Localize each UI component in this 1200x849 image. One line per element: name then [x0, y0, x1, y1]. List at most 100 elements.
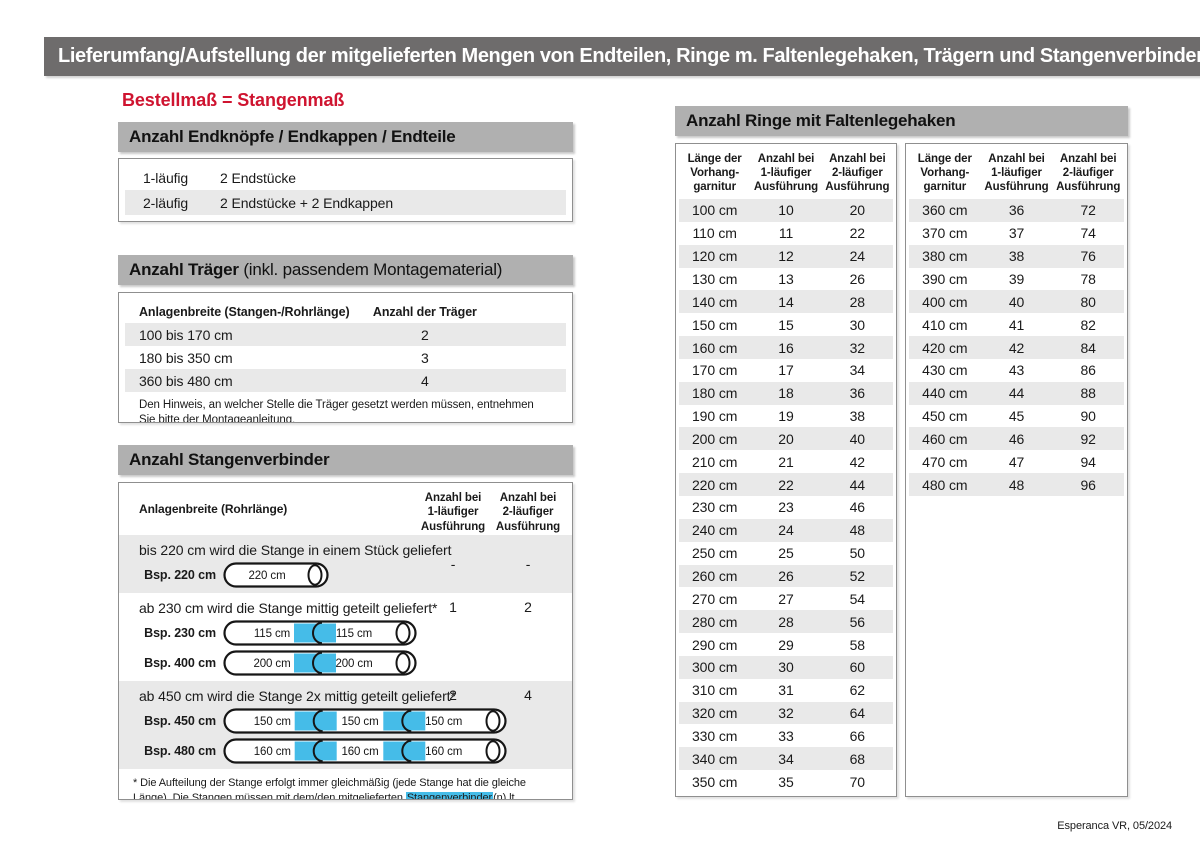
count-2-laeufig-cell: 4	[524, 687, 532, 703]
count-2-laeufig-cell: -	[525, 556, 531, 572]
rings-2-laeufig-cell: 62	[849, 682, 865, 699]
length-cell: 250 cm	[692, 545, 738, 562]
table-row: 270 cm 27 54	[679, 587, 893, 610]
length-cell: 350 cm	[692, 773, 738, 790]
section-title-ringe: Anzahl Ringe mit Faltenlegehaken	[675, 106, 1128, 136]
rod-example: Bsp. 450 cm 150 cm 150 cm 150 cm	[119, 706, 572, 736]
table-row: 110 cm 11 22	[679, 222, 893, 245]
rings-1-laeufig-cell: 16	[778, 339, 794, 356]
joint-arc	[312, 709, 323, 733]
lauf-type-label: 2-läufig	[143, 194, 189, 211]
connector-highlight	[294, 653, 336, 673]
rings-2-laeufig-cell: 26	[849, 271, 865, 287]
rings-2-laeufig-cell: 78	[1080, 271, 1096, 287]
rings-2-laeufig-cell: 74	[1080, 225, 1096, 242]
rings-1-laeufig-cell: 32	[778, 705, 794, 722]
rings-1-laeufig-cell: 39	[1008, 271, 1025, 287]
rings-1-laeufig-cell: 37	[1008, 225, 1025, 242]
traeger-col-anlagenbreite: Anlagenbreite (Stangen-/Rohrlänge)	[139, 304, 350, 319]
rings-2-laeufig-cell: 70	[849, 773, 865, 790]
width-range-cell: 100 bis 170 cm	[139, 326, 233, 343]
table-row: 160 cm 16 32	[679, 336, 893, 359]
rings-1-laeufig-cell: 10	[778, 202, 794, 219]
table-row: 2-läufig 2 Endstücke + 2 Endkappen	[125, 190, 566, 215]
rings-1-laeufig-cell: 48	[1008, 476, 1025, 493]
ringe-col-2-laeufig: Anzahl bei 2-läufiger Ausführung	[825, 153, 890, 194]
section-title-traeger-bold: Anzahl Träger	[129, 260, 239, 279]
rings-1-laeufig-cell: 27	[778, 590, 794, 607]
table-row: 440 cm 44 88	[909, 381, 1124, 405]
rings-2-laeufig-cell: 64	[849, 705, 865, 722]
rings-1-laeufig-cell: 28	[778, 613, 794, 630]
rod-end-cap	[307, 564, 323, 586]
length-cell: 240 cm	[692, 522, 738, 539]
verbinder-row: bis 220 cm wird die Stange in einem Stüc…	[119, 535, 572, 593]
table-row: 310 cm 31 62	[679, 679, 893, 702]
rings-2-laeufig-cell: 76	[1080, 248, 1096, 265]
length-cell: 430 cm	[922, 362, 968, 379]
rings-2-laeufig-cell: 34	[849, 362, 865, 379]
traeger-table: Anlagenbreite (Stangen-/Rohrlänge) Anzah…	[118, 292, 573, 423]
lauf-type-label: 1-läufig	[143, 169, 189, 186]
verbinder-table-body: bis 220 cm wird die Stange in einem Stüc…	[119, 535, 572, 769]
length-cell: 360 cm	[922, 202, 968, 219]
rings-2-laeufig-cell: 52	[849, 567, 865, 584]
document-footer: Esperanca VR, 05/2024	[1057, 820, 1172, 832]
order-measure-note: Bestellmaß = Stangenmaß	[122, 90, 345, 110]
rod-diagram: 150 cm 150 cm 150 cm	[223, 708, 507, 734]
ringe-table-1-header: Länge der Vorhang- garnitur Anzahl bei 1…	[679, 152, 893, 194]
footnote-text-pre: * Die Aufteilung der Stange erfolgt imme…	[133, 777, 526, 800]
length-cell: 470 cm	[922, 453, 968, 470]
table-row: 480 cm 48 96	[909, 473, 1124, 497]
parts-value: 2 Endstücke	[220, 169, 296, 186]
length-cell: 150 cm	[692, 316, 738, 333]
rings-1-laeufig-cell: 18	[778, 385, 794, 402]
ringe-table-2: Länge der Vorhang- garnitur Anzahl bei 1…	[905, 143, 1128, 797]
table-row: 180 cm 18 36	[679, 381, 893, 405]
rod-example: Bsp. 220 cm 220 cm	[119, 560, 572, 590]
table-row: 200 cm 20 40	[679, 427, 893, 451]
rings-2-laeufig-cell: 22	[849, 225, 865, 242]
segment-length-label: 220 cm	[248, 570, 285, 582]
rings-1-laeufig-cell: 31	[778, 682, 794, 699]
rings-1-laeufig-cell: 40	[1008, 293, 1025, 310]
rings-1-laeufig-cell: 30	[778, 659, 794, 676]
segment-length-label: 200 cm	[335, 658, 372, 670]
length-cell: 480 cm	[922, 476, 968, 493]
rings-1-laeufig-cell: 41	[1008, 316, 1025, 333]
rings-2-laeufig-cell: 92	[1080, 430, 1096, 447]
rings-1-laeufig-cell: 25	[778, 545, 794, 562]
table-row: 380 cm 38 76	[909, 244, 1124, 268]
length-cell: 200 cm	[692, 430, 738, 447]
length-cell: 160 cm	[692, 339, 738, 356]
length-cell: 370 cm	[922, 225, 968, 242]
rings-2-laeufig-cell: 20	[849, 202, 865, 219]
rings-1-laeufig-cell: 34	[778, 750, 794, 767]
rings-1-laeufig-cell: 12	[778, 248, 794, 265]
table-row: 230 cm 23 46	[679, 496, 893, 519]
rod-example: Bsp. 230 cm 115 cm 115 cm	[119, 618, 572, 648]
table-row: 260 cm 26 52	[679, 564, 893, 588]
section-title-traeger: Anzahl Träger (inkl. passendem Montagema…	[118, 255, 573, 285]
verbinder-rule-text: ab 230 cm wird die Stange mittig geteilt…	[139, 600, 438, 616]
table-row: 290 cm 29 58	[679, 633, 893, 656]
rod-example-label: Bsp. 400 cm	[144, 656, 216, 670]
rod-end-cap	[395, 622, 411, 644]
traeger-table-body: 100 bis 170 cm 2 180 bis 350 cm 3 360 bi…	[125, 323, 566, 392]
rings-2-laeufig-cell: 24	[849, 248, 865, 265]
footnote-text-post: (n) lt. Montageanleitung verbunden werde…	[493, 791, 518, 800]
rings-1-laeufig-cell: 45	[1008, 408, 1025, 425]
table-row: 390 cm 39 78	[909, 268, 1124, 291]
rings-2-laeufig-cell: 86	[1080, 362, 1096, 379]
rings-1-laeufig-cell: 24	[778, 522, 794, 539]
table-row: 210 cm 21 42	[679, 450, 893, 473]
length-cell: 270 cm	[692, 590, 738, 607]
verbinder-row: ab 230 cm wird die Stange mittig geteilt…	[119, 593, 572, 681]
length-cell: 210 cm	[692, 453, 738, 470]
rod-example-label: Bsp. 480 cm	[144, 744, 216, 758]
rings-1-laeufig-cell: 47	[1008, 453, 1025, 470]
rings-1-laeufig-cell: 42	[1008, 339, 1025, 356]
rings-1-laeufig-cell: 44	[1008, 385, 1025, 402]
verbinder-table: Anlagenbreite (Rohrlänge) Anzahl bei 1-l…	[118, 482, 573, 800]
length-cell: 380 cm	[922, 248, 968, 265]
